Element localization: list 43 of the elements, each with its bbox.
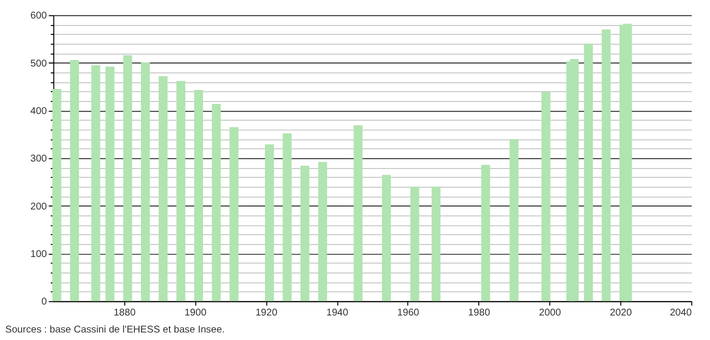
bar bbox=[106, 66, 114, 302]
bar bbox=[176, 80, 186, 302]
x-tick-label: 1940 bbox=[326, 307, 349, 318]
bar bbox=[194, 90, 204, 302]
x-tick-label: 2040 bbox=[670, 307, 692, 318]
bar bbox=[481, 164, 490, 302]
bar bbox=[282, 133, 292, 302]
bar bbox=[123, 55, 132, 302]
x-tick-label: 1900 bbox=[184, 307, 208, 318]
bar bbox=[584, 44, 593, 302]
y-tick-label: 400 bbox=[30, 106, 48, 117]
bar bbox=[432, 186, 440, 302]
bar bbox=[570, 59, 579, 302]
x-tick-label: 1920 bbox=[255, 307, 278, 318]
y-tick-label: 100 bbox=[30, 248, 48, 260]
source-note: Sources : base Cassini de l'EHESS et base Insee. bbox=[5, 324, 225, 336]
bar bbox=[158, 76, 168, 302]
bar bbox=[354, 125, 363, 302]
y-tick-label: 600 bbox=[30, 10, 48, 22]
bar bbox=[300, 166, 310, 302]
bar bbox=[265, 144, 274, 302]
x-tick-label: 2020 bbox=[610, 307, 632, 318]
bar bbox=[140, 62, 150, 302]
bar bbox=[212, 104, 221, 302]
bar bbox=[602, 29, 611, 302]
x-tick-label: 2000 bbox=[539, 307, 562, 318]
bar bbox=[410, 186, 420, 302]
bar bbox=[318, 162, 328, 302]
bar bbox=[52, 89, 62, 302]
x-tick-label: 1960 bbox=[397, 307, 420, 318]
y-tick-label: 200 bbox=[30, 201, 48, 212]
x-tick-label: 1880 bbox=[114, 307, 136, 318]
y-tick-label: 300 bbox=[30, 154, 48, 165]
x-tick-label: 1980 bbox=[468, 307, 491, 318]
bar bbox=[623, 24, 632, 302]
bar bbox=[230, 127, 238, 302]
bar bbox=[382, 174, 391, 302]
bar bbox=[70, 60, 79, 302]
bar bbox=[91, 65, 100, 302]
bar bbox=[510, 139, 518, 302]
bar bbox=[542, 92, 550, 302]
y-tick-label: 500 bbox=[30, 58, 48, 70]
y-tick-label: 0 bbox=[41, 296, 48, 308]
